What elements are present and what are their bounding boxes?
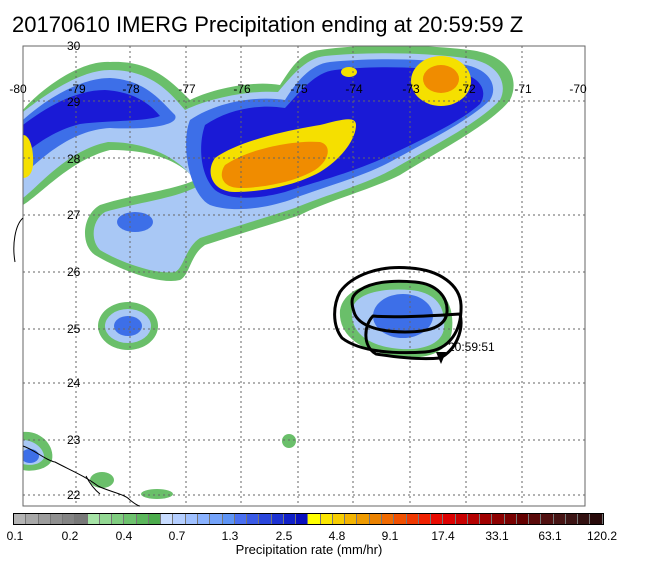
- colorbar-swatch: [381, 514, 395, 524]
- lon-label: -74: [345, 82, 363, 96]
- lon-label: -71: [514, 82, 532, 96]
- track-time-label: 20:59:51: [448, 340, 495, 354]
- colorbar-swatch: [148, 514, 162, 524]
- plot-frame: [22, 45, 586, 507]
- colorbar-tick: 9.1: [381, 529, 399, 543]
- colorbar-tick: 0.7: [168, 529, 186, 543]
- lat-label: 24: [67, 376, 81, 390]
- lat-label: 22: [67, 488, 81, 502]
- lon-label: -78: [122, 82, 140, 96]
- colorbar-swatch: [38, 514, 51, 524]
- lon-label: -80: [9, 82, 27, 96]
- colorbar-swatch: [222, 514, 235, 524]
- colorbar-swatch: [63, 514, 76, 524]
- colorbar-swatch: [467, 514, 481, 524]
- colorbar-tick: 63.1: [538, 529, 562, 543]
- lon-label: -72: [458, 82, 476, 96]
- colorbar-swatch: [516, 514, 530, 524]
- colorbar-tick: 4.8: [328, 529, 346, 543]
- colorbar-swatch: [504, 514, 517, 524]
- colorbar-swatch: [283, 514, 297, 524]
- colorbar-swatch: [197, 514, 211, 524]
- colorbar-swatch: [50, 514, 64, 524]
- lat-label: 29: [67, 95, 81, 109]
- lat-label: 27: [67, 208, 81, 222]
- lat-label: 23: [67, 433, 81, 447]
- colorbar-swatch: [320, 514, 333, 524]
- colorbar-tick: 0.1: [6, 529, 24, 543]
- graticule: [23, 46, 585, 506]
- colorbar-swatch: [87, 514, 100, 524]
- lat-label: 26: [67, 265, 81, 279]
- colorbar-swatch: [308, 514, 321, 524]
- colorbar-swatch: [161, 514, 174, 524]
- colorbar-swatch: [369, 514, 382, 524]
- lon-label: -76: [233, 82, 251, 96]
- precipitation-map: -80 -79 -78 -77 -76 -75 -74 -73 -72 -71 …: [9, 39, 587, 507]
- colorbar-tick: 17.4: [431, 529, 455, 543]
- colorbar-swatch: [124, 514, 137, 524]
- colorbar-label: Precipitation rate (mm/hr): [235, 542, 383, 557]
- colorbar-tick: 2.5: [275, 529, 293, 543]
- colorbar-swatch: [529, 514, 542, 524]
- colorbar-swatch: [431, 514, 444, 524]
- colorbar-tick: 120.2: [586, 529, 618, 543]
- colorbar-swatch: [455, 514, 468, 524]
- lon-label: -70: [569, 82, 587, 96]
- colorbar-tick: 1.3: [221, 529, 239, 543]
- colorbar-swatch: [26, 514, 39, 524]
- colorbar-tick: 0.4: [115, 529, 133, 543]
- colorbar-swatch: [112, 514, 125, 524]
- colorbar-swatch: [234, 514, 248, 524]
- colorbar-swatch: [578, 514, 591, 524]
- lon-label: -73: [402, 82, 420, 96]
- colorbar-swatch: [185, 514, 198, 524]
- colorbar-swatch: [492, 514, 505, 524]
- colorbar-swatch: [553, 514, 566, 524]
- lat-label: 28: [67, 152, 81, 166]
- colorbar-swatch: [259, 514, 272, 524]
- colorbar-swatch: [443, 514, 456, 524]
- lon-label: -77: [178, 82, 196, 96]
- colorbar-swatch: [14, 514, 27, 524]
- map-title: 20170610 IMERG Precipitation ending at 2…: [12, 12, 524, 37]
- colorbar-swatch: [173, 514, 186, 524]
- colorbar-swatch: [480, 514, 493, 524]
- colorbar-swatch: [247, 514, 260, 524]
- colorbar-swatch: [418, 514, 432, 524]
- colorbar-swatch: [271, 514, 284, 524]
- colorbar-swatch: [357, 514, 370, 524]
- colorbar-swatch: [296, 514, 309, 524]
- colorbar-swatch: [590, 514, 603, 524]
- colorbar-swatch: [345, 514, 358, 524]
- track-end-marker-icon: [436, 352, 446, 364]
- coastline: [13, 217, 141, 507]
- colorbar-swatch: [541, 514, 554, 524]
- precipitation-fields: [23, 46, 514, 499]
- lon-label: -79: [68, 82, 86, 96]
- colorbar: [13, 513, 604, 525]
- colorbar-swatch: [99, 514, 113, 524]
- colorbar-swatch: [332, 514, 346, 524]
- colorbar-ticks: 0.1 0.2 0.4 0.7 1.3 2.5 4.8 9.1 17.4 33.…: [0, 529, 668, 543]
- colorbar-swatch: [394, 514, 407, 524]
- colorbar-swatch: [75, 514, 88, 524]
- colorbar-swatch: [210, 514, 223, 524]
- colorbar-tick: 0.2: [61, 529, 79, 543]
- colorbar-swatch: [565, 514, 579, 524]
- colorbar-swatch: [136, 514, 149, 524]
- colorbar-tick: 33.1: [485, 529, 509, 543]
- lat-label: 25: [67, 322, 81, 336]
- lat-label: 30: [67, 39, 81, 53]
- colorbar-swatch: [406, 514, 419, 524]
- lon-label: -75: [290, 82, 308, 96]
